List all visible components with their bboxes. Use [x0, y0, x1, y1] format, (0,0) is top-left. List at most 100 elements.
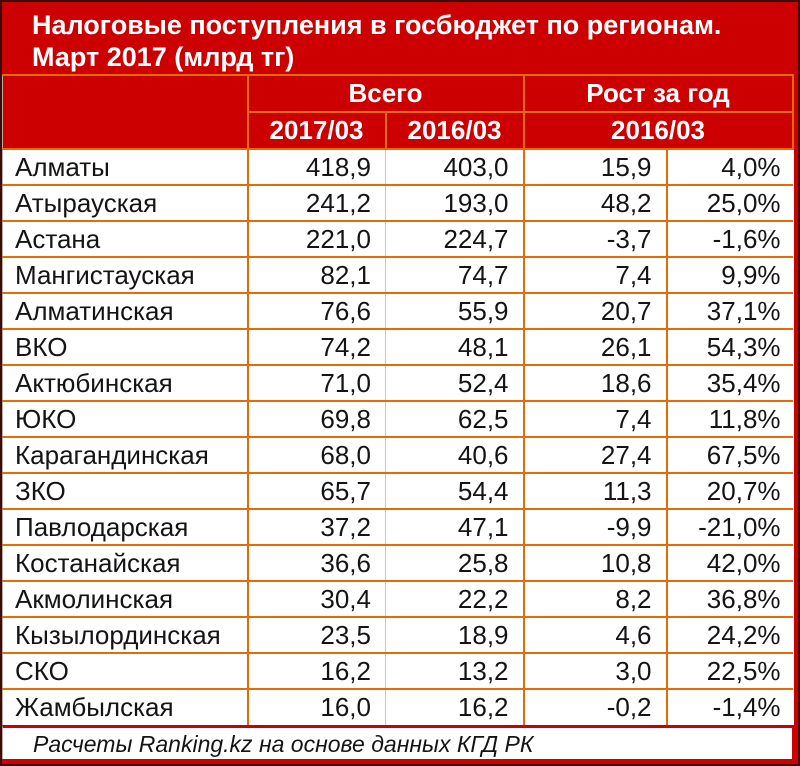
value-cell: 193,0	[385, 184, 525, 221]
value-cell: 10,8	[523, 544, 668, 581]
value-cell: -1,6%	[666, 220, 793, 257]
region-cell: Атырауская	[2, 184, 249, 221]
value-cell: -1,4%	[666, 688, 793, 725]
value-cell: 30,4	[247, 580, 386, 617]
region-cell: Костанайская	[2, 544, 249, 581]
value-cell: 47,1	[385, 508, 525, 545]
value-cell: 16,2	[385, 688, 525, 725]
value-cell: -3,7	[523, 220, 668, 257]
value-cell: 8,2	[523, 580, 668, 617]
value-cell: 11,3	[523, 472, 668, 509]
table-header: Всего Рост за год 2017/03 2016/03 2016/0…	[2, 74, 794, 150]
value-cell: 48,1	[385, 328, 525, 365]
header-group-row: Всего Рост за год	[2, 74, 794, 150]
value-cell: 16,2	[247, 652, 386, 689]
value-cell: 52,4	[385, 364, 525, 401]
region-cell: СКО	[2, 652, 249, 689]
value-cell: 25,8	[385, 544, 525, 581]
value-cell: 37,1%	[666, 292, 793, 329]
region-cell: Алматинская	[2, 292, 249, 329]
value-cell: 7,4	[523, 256, 668, 293]
value-cell: 16,0	[247, 688, 386, 725]
value-cell: 26,1	[523, 328, 668, 365]
value-cell: 241,2	[247, 184, 386, 221]
table-row: Атырауская 241,2 193,0 48,2 25,0%	[2, 184, 793, 221]
value-cell: 74,2	[247, 328, 386, 365]
value-cell: 82,1	[247, 256, 386, 293]
value-cell: 20,7	[523, 292, 668, 329]
value-cell: 55,9	[385, 292, 525, 329]
value-cell: 403,0	[385, 148, 525, 185]
table-row: Павлодарская 37,2 47,1 -9,9 -21,0%	[2, 508, 793, 545]
value-cell: 23,5	[247, 616, 386, 653]
value-cell: 35,4%	[666, 364, 793, 401]
region-cell: Жамбылская	[2, 688, 249, 725]
table-row: СКО 16,2 13,2 3,0 22,5%	[2, 652, 793, 689]
table-row: Астана 221,0 224,7 -3,7 -1,6%	[2, 220, 793, 257]
value-cell: 40,6	[385, 436, 525, 473]
value-cell: 3,0	[523, 652, 668, 689]
table-body: Алматы 418,9 403,0 15,9 4,0% Атырауская 241,2 1…	[2, 148, 793, 725]
value-cell: 27,4	[523, 436, 668, 473]
region-header-cell	[2, 74, 249, 150]
footer-credit: Расчеты Ranking.kz на основе данных КГД …	[2, 725, 792, 759]
table-row: Акмолинская 30,4 22,2 8,2 36,8%	[2, 580, 793, 617]
region-cell: ЗКО	[2, 472, 249, 509]
value-cell: 48,2	[523, 184, 668, 221]
value-cell: 15,9	[523, 148, 668, 185]
value-cell: 9,9%	[666, 256, 793, 293]
region-cell: ВКО	[2, 328, 249, 365]
tax-revenue-table: Всего Рост за год 2017/03 2016/03 2016/0…	[2, 74, 794, 725]
value-cell: 224,7	[385, 220, 525, 257]
value-cell: 36,6	[247, 544, 386, 581]
value-cell: 37,2	[247, 508, 386, 545]
title-line-2: Март 2017 (млрд тг)	[32, 42, 295, 72]
value-cell: 54,4	[385, 472, 525, 509]
value-cell: 76,6	[247, 292, 386, 329]
value-cell: 7,4	[523, 400, 668, 437]
value-cell: 18,9	[385, 616, 525, 653]
value-cell: 11,8%	[666, 400, 793, 437]
region-cell: Астана	[2, 220, 249, 257]
table-row: Актюбинская 71,0 52,4 18,6 35,4%	[2, 364, 793, 401]
col-header-growth-2016-03: 2016/03	[522, 111, 794, 150]
value-cell: 18,6	[523, 364, 668, 401]
value-cell: 13,2	[385, 652, 525, 689]
value-cell: 221,0	[247, 220, 386, 257]
value-cell: 4,6	[523, 616, 668, 653]
table-row: Кызылординская 23,5 18,9 4,6 24,2%	[2, 616, 793, 653]
region-cell: Алматы	[2, 148, 249, 185]
value-cell: 36,8%	[666, 580, 793, 617]
table-row: ЮКО 69,8 62,5 7,4 11,8%	[2, 400, 793, 437]
table-row: Карагандинская 68,0 40,6 27,4 67,5%	[2, 436, 793, 473]
region-cell: Мангистауская	[2, 256, 249, 293]
value-cell: 4,0%	[666, 148, 793, 185]
value-cell: 418,9	[247, 148, 386, 185]
value-cell: -21,0%	[666, 508, 793, 545]
group-header-total: Всего	[246, 74, 525, 113]
region-cell: Кызылординская	[2, 616, 249, 653]
value-cell: 25,0%	[666, 184, 793, 221]
value-cell: 67,5%	[666, 436, 793, 473]
title-line-1: Налоговые поступления в госбюджет по рег…	[32, 10, 722, 40]
value-cell: 68,0	[247, 436, 386, 473]
value-cell: 74,7	[385, 256, 525, 293]
value-cell: 62,5	[385, 400, 525, 437]
table-row: ЗКО 65,7 54,4 11,3 20,7%	[2, 472, 793, 509]
region-cell: Актюбинская	[2, 364, 249, 401]
region-cell: ЮКО	[2, 400, 249, 437]
region-cell: Павлодарская	[2, 508, 249, 545]
table-area: Всего Рост за год 2017/03 2016/03 2016/0…	[2, 74, 794, 764]
value-cell: 54,3%	[666, 328, 793, 365]
table-row: Жамбылская 16,0 16,2 -0,2 -1,4%	[2, 688, 793, 725]
region-cell: Акмолинская	[2, 580, 249, 617]
table-row: Костанайская 36,6 25,8 10,8 42,0%	[2, 544, 793, 581]
value-cell: 24,2%	[666, 616, 793, 653]
header-subcolumn-row: 2017/03 2016/03 2016/03	[3, 111, 794, 150]
table-row: ВКО 74,2 48,1 26,1 54,3%	[2, 328, 793, 365]
group-header-growth: Рост за год	[522, 74, 794, 113]
value-cell: 69,8	[247, 400, 386, 437]
value-cell: 71,0	[247, 364, 386, 401]
value-cell: 42,0%	[666, 544, 793, 581]
value-cell: 20,7%	[666, 472, 793, 509]
